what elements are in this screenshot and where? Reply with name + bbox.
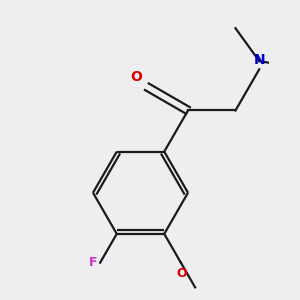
- Text: O: O: [130, 70, 142, 84]
- Text: N: N: [254, 53, 265, 67]
- Text: F: F: [89, 256, 98, 269]
- Text: O: O: [177, 267, 188, 280]
